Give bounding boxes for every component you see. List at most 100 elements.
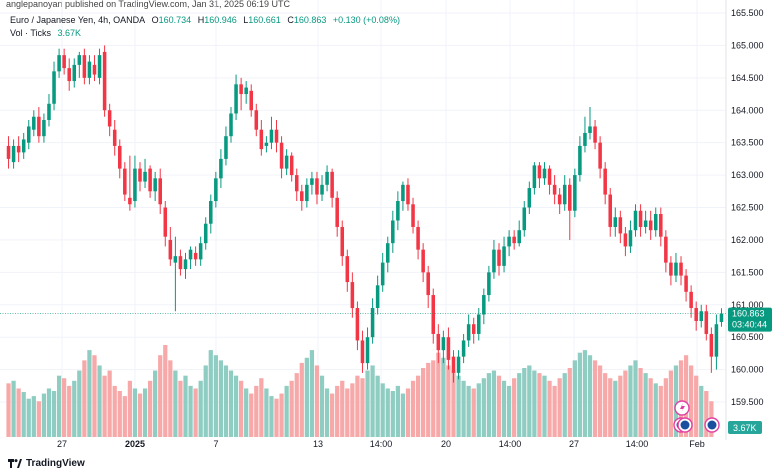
volume-bar <box>405 388 411 437</box>
candle-body <box>345 256 350 283</box>
candle-body <box>512 236 516 244</box>
price-tag: 160.863 03:40:44 <box>728 307 772 332</box>
volume-tag-value: 3.67K <box>733 423 757 433</box>
volume-bar <box>421 368 426 437</box>
volume-bar <box>618 375 623 437</box>
y-tick-label: 160.500 <box>731 332 764 342</box>
volume-bar <box>436 352 441 437</box>
volume-bar <box>456 375 461 437</box>
candle-body <box>6 145 11 159</box>
candle-body <box>689 291 693 309</box>
candle-body <box>97 55 102 78</box>
volume-bar <box>653 383 658 437</box>
volume-bar <box>314 365 320 437</box>
candle-body <box>330 171 334 198</box>
candle-body <box>623 233 628 247</box>
volume-bar <box>324 388 330 437</box>
volume-bar <box>643 373 648 437</box>
candlestick-chart[interactable]: 165.500 165.000 164.500 164.000 163.500 163.0… <box>0 0 780 456</box>
volume-bar <box>137 393 143 437</box>
volume-bar <box>501 380 507 437</box>
candle-body <box>133 168 137 202</box>
y-tick-label: 165.500 <box>731 8 764 18</box>
volume-bar <box>517 373 522 437</box>
volume-bar <box>51 391 57 437</box>
candle-body <box>264 142 269 146</box>
candle-body <box>11 145 16 163</box>
volume-bar <box>198 380 203 437</box>
candle-body <box>380 262 385 286</box>
candle-body <box>193 252 198 260</box>
volume-bar <box>683 355 689 437</box>
event-icons[interactable] <box>673 400 720 433</box>
symbol-legend[interactable]: Euro / Japanese Yen, 4h, OANDA O160.734 … <box>10 15 404 25</box>
volume-value: 3.67K <box>57 28 82 38</box>
volume-bar <box>233 375 239 437</box>
y-tick-label: 164.500 <box>731 73 764 83</box>
x-tick-label: 27 <box>57 439 67 449</box>
high-value: 160.946 <box>204 15 237 25</box>
candle-body <box>92 64 97 75</box>
volume-bar <box>360 378 365 437</box>
volume-bar <box>547 380 552 437</box>
candle-body <box>664 236 668 263</box>
candle-body <box>300 191 304 202</box>
volume-bar <box>269 396 274 437</box>
volume-bar <box>486 373 492 437</box>
volume-bar <box>704 391 709 437</box>
volume-bar <box>193 388 198 437</box>
volume-series <box>6 345 714 437</box>
candle-body <box>305 184 309 202</box>
candle-body <box>370 308 375 338</box>
candle-body <box>684 275 688 292</box>
volume-bar <box>592 360 598 437</box>
candle-body <box>315 178 319 195</box>
candle-body <box>32 116 36 130</box>
volume-bar <box>208 350 213 437</box>
tradingview-logo[interactable]: TradingView <box>8 458 85 469</box>
volume-bar <box>36 401 41 437</box>
volume-legend[interactable]: Vol · Ticks 3.67K <box>10 28 85 38</box>
volume-bar <box>532 370 537 437</box>
candle-body <box>446 337 451 360</box>
candle-body <box>391 220 395 244</box>
volume-bar <box>658 385 663 437</box>
candle-body <box>471 324 476 334</box>
volume-bar <box>244 388 249 437</box>
candle-body <box>476 314 481 334</box>
y-axis[interactable]: 165.500 165.000 164.500 164.000 163.500 163.0… <box>731 8 764 407</box>
candle-body <box>562 184 567 205</box>
candle-body <box>320 184 324 195</box>
candle-body <box>47 103 51 120</box>
x-tick-label: 27 <box>569 439 579 449</box>
candle-body <box>598 142 602 169</box>
volume-bar <box>668 370 674 437</box>
volume-bar <box>178 380 183 437</box>
candle-body <box>198 243 203 260</box>
x-tick-label: 14:00 <box>499 439 522 449</box>
volume-tag-bg <box>728 421 762 434</box>
candle-body <box>310 178 314 185</box>
volume-bar <box>577 352 583 437</box>
volume-bar <box>395 385 400 437</box>
candle-body <box>183 259 188 270</box>
candle-series <box>6 45 724 383</box>
flag-inner-icon <box>680 420 690 430</box>
y-tick-label: 161.500 <box>731 267 764 277</box>
footer: TradingView <box>0 456 780 470</box>
candle-body <box>173 256 178 263</box>
volume-bar <box>446 365 451 437</box>
volume-bar <box>122 396 127 437</box>
x-axis[interactable]: 27 2025 7 13 14:00 20 14:00 27 14:00 Feb <box>57 439 705 449</box>
candle-body <box>411 204 415 227</box>
x-tick-label: 13 <box>313 439 323 449</box>
candle-body <box>289 155 294 176</box>
candle-body <box>542 168 547 179</box>
volume-bar <box>127 380 133 437</box>
candle-body <box>188 249 193 260</box>
low-label: L <box>243 15 249 25</box>
candle-body <box>335 197 339 227</box>
volume-bar <box>481 378 486 437</box>
candle-body <box>461 340 466 357</box>
open-value: 160.734 <box>158 15 192 25</box>
